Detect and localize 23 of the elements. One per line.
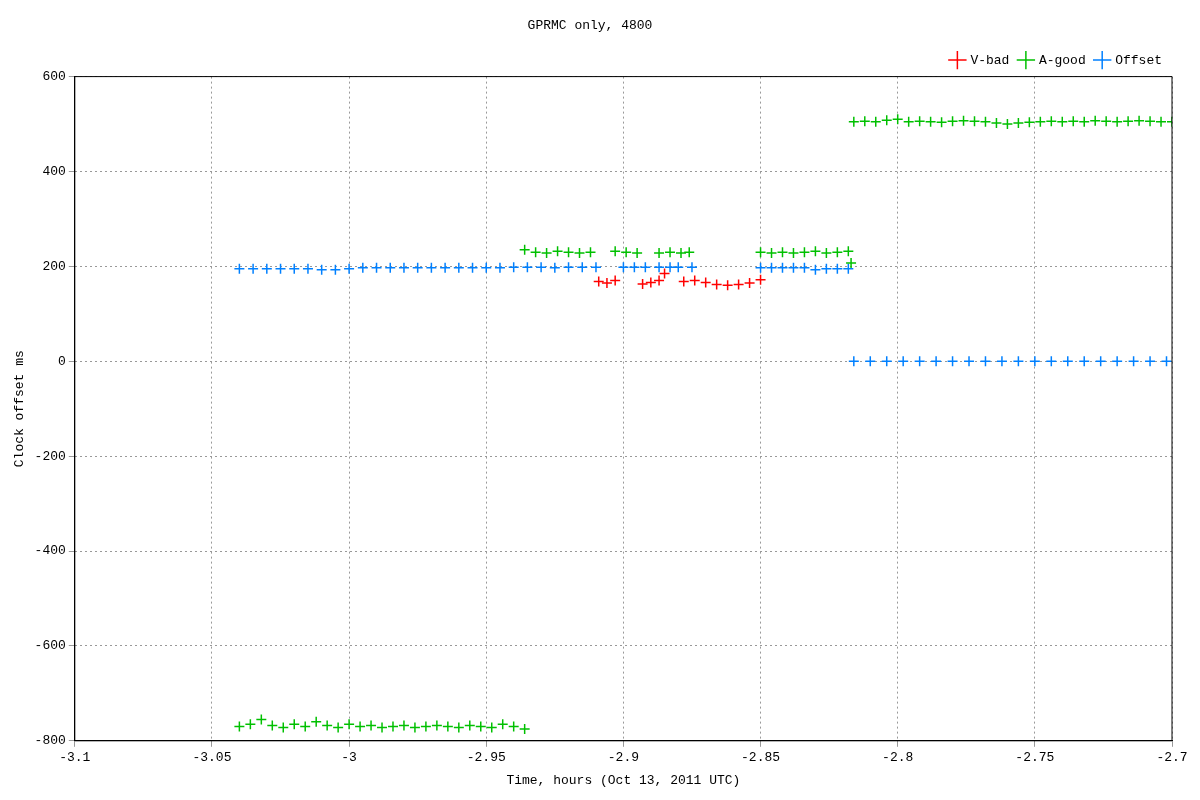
- y-tick-label: -200: [34, 448, 66, 464]
- y-tick-label: -400: [34, 543, 66, 559]
- x-tick-label: -2.95: [466, 750, 506, 766]
- x-tick-label: -3.05: [192, 750, 232, 766]
- x-tick-label: -2.7: [1156, 750, 1188, 766]
- y-tick-label: -600: [34, 638, 66, 654]
- y-tick-label: 200: [42, 258, 66, 274]
- legend-label: V-bad: [970, 52, 1010, 68]
- chart-title: GPRMC only, 4800: [527, 18, 653, 34]
- y-tick-label: -800: [34, 733, 66, 749]
- y-tick-label: 0: [57, 353, 66, 369]
- y-tick-label: 600: [42, 69, 66, 85]
- legend-label: Offset: [1115, 52, 1162, 68]
- x-tick-label: -3: [341, 750, 357, 766]
- x-tick-label: -2.9: [607, 750, 640, 766]
- legend-label: A-good: [1038, 52, 1086, 68]
- y-axis-title: Clock offset ms: [12, 350, 28, 468]
- x-tick-label: -2.75: [1015, 750, 1055, 766]
- x-tick-label: -3.1: [59, 750, 91, 766]
- x-axis-title: Time, hours (Oct 13, 2011 UTC): [506, 772, 741, 788]
- y-tick-label: 400: [42, 163, 66, 179]
- x-tick-label: -2.8: [882, 750, 914, 766]
- x-tick-label: -2.85: [741, 750, 781, 766]
